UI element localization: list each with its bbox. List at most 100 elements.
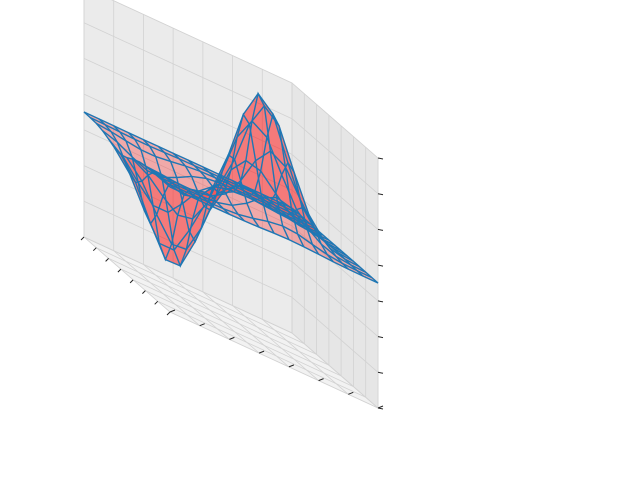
right-pane-gridline-horizontal [291, 189, 379, 266]
surface-patch [185, 166, 207, 179]
wireframe-line-y [217, 112, 305, 248]
y-axis-tick [169, 309, 176, 313]
x-axis-tick [92, 247, 97, 252]
surface-patch [217, 202, 239, 215]
surface-patch [186, 202, 208, 250]
surface-patch [238, 214, 260, 228]
y-axis-tick [288, 364, 295, 368]
surface-patch [113, 125, 135, 140]
surface-patch [243, 93, 265, 125]
wireframe-line-y [232, 161, 320, 255]
floor-gridline-y [143, 264, 230, 340]
z-axis-tick [377, 157, 384, 160]
right-pane-gridline-horizontal [291, 261, 379, 337]
left-pane-gridline-horizontal [83, 22, 293, 120]
surface-patch [127, 157, 148, 182]
y-axis-tick [258, 350, 265, 354]
surface-patch [228, 114, 250, 160]
surface-patch [182, 191, 204, 231]
y-axis-tick [348, 391, 354, 395]
surface-patch [140, 149, 162, 178]
x-axis-tick [129, 279, 134, 284]
wireframe-line-y [246, 186, 334, 263]
surface-patch [143, 139, 165, 153]
wireframe-line-y [261, 193, 349, 270]
surface-patch [105, 124, 126, 141]
surface-patch [270, 151, 292, 209]
surface-patch [231, 121, 252, 170]
z-axis-tick [377, 407, 384, 410]
surface-patch [119, 132, 141, 150]
right-pane-gridline-horizontal [291, 296, 379, 373]
floor-gridline-y [202, 291, 290, 368]
right-pane-gridline-horizontal [291, 332, 379, 409]
floor-gridline-x [157, 300, 366, 398]
surface-patch [134, 139, 156, 157]
surface-patch [264, 105, 286, 167]
x-axis-tick [166, 311, 171, 316]
wireframe-line-y [202, 91, 290, 240]
wireframe-line-y [157, 145, 245, 244]
x-axis-tick [117, 268, 122, 273]
right-pane-gridline-horizontal [291, 82, 379, 159]
wireframe-line-y [98, 118, 186, 195]
floor-gridline-x [169, 311, 379, 409]
floor-gridline-y [262, 318, 349, 395]
surface-patch [138, 182, 160, 244]
surface-patch [149, 146, 171, 162]
wireframe-line-y [276, 200, 364, 277]
x-axis-tick [142, 290, 146, 294]
floor-gridline-x [96, 247, 305, 345]
wireframe-line-y [291, 207, 379, 284]
surface-patch [159, 243, 181, 266]
wireframe-line-y [142, 139, 230, 268]
floor-gridline-y [83, 236, 171, 313]
left-pane-gridline-horizontal [83, 165, 293, 262]
surface-patch [239, 160, 261, 192]
left-pane-gridline-horizontal [83, 236, 293, 334]
left-pane-gridline-horizontal [111, 0, 293, 84]
z-axis-tick [377, 336, 384, 339]
z-axis-tick [377, 371, 384, 374]
y-axis-tick [318, 378, 324, 382]
floor-gridline-x [132, 279, 342, 377]
surface-patch [141, 175, 163, 215]
surface-patch [156, 196, 178, 245]
surface-patch [179, 158, 201, 172]
surface-patch [282, 226, 304, 247]
z-axis-tick [377, 300, 384, 303]
z-axis-tick [377, 228, 384, 231]
axes-ticks [80, 157, 384, 410]
surface-patch [164, 152, 186, 166]
wireframe-line-y [187, 112, 275, 234]
surface-patch [260, 137, 282, 194]
wireframe-line-y [113, 125, 201, 226]
surface-patch [237, 93, 259, 138]
surface-patch [285, 166, 307, 227]
surface-patch [128, 132, 150, 147]
floor-gridline-y [232, 305, 319, 381]
right-pane-gridline-horizontal [291, 118, 379, 195]
floor-gridline-y [113, 250, 200, 327]
left-pane-gridline-horizontal [83, 200, 293, 298]
z-axis-tick [377, 264, 384, 267]
x-axis-tick [80, 236, 85, 241]
surface-patch [253, 218, 274, 234]
floor-gridline-x [108, 258, 317, 355]
surface-patch [297, 234, 319, 255]
left-pane-gridline-horizontal [83, 58, 293, 155]
z-axis-tick [377, 193, 384, 196]
surface-patch [267, 221, 289, 240]
surface-patch [111, 131, 133, 157]
x-axis-tick [154, 300, 159, 305]
wireframe-line-y [128, 132, 216, 262]
x-axis-tick [105, 258, 109, 262]
floor-gridline-x [120, 268, 330, 366]
floor-gridline-x [145, 290, 354, 387]
floor-gridline-y [172, 277, 260, 354]
y-axis-tick [229, 336, 235, 340]
surface-wireframe [83, 91, 379, 284]
y-axis-tick [199, 323, 205, 327]
